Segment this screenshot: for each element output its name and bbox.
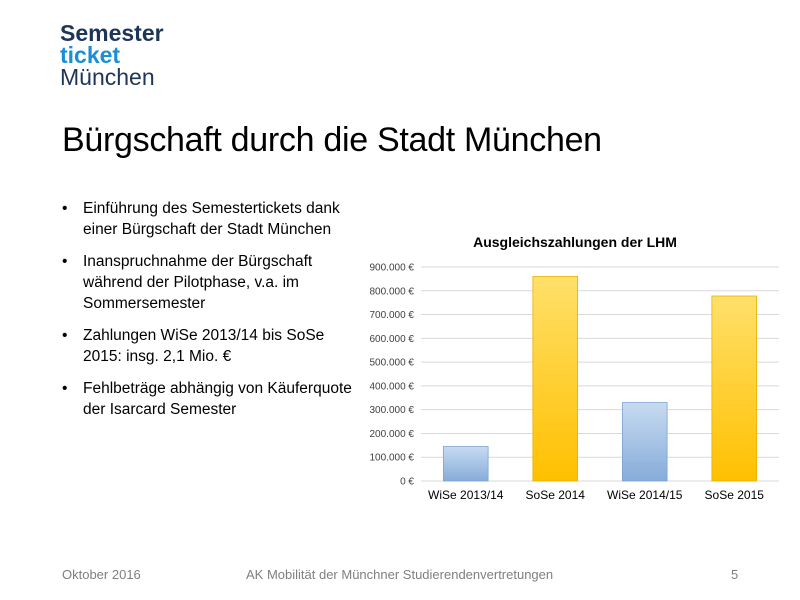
y-tick-label: 200.000 € [370,429,415,440]
bullet-dot: • [62,200,68,217]
bullet-text: Einführung des Semestertickets dank eine… [83,200,340,238]
logo-line-semester: Semester [60,20,164,46]
bullet-text: Inanspruchnahme der Bürgschaft während d… [83,253,313,312]
bullet-item: • Einführung des Semestertickets dank ei… [62,198,352,240]
bullet-text: Fehlbeträge abhängig von Käuferquote der… [83,380,352,418]
chart-title: Ausgleichszahlungen der LHM [473,234,677,250]
logo-line-city: München [60,64,155,90]
footer-date: Oktober 2016 [62,567,141,582]
x-tick-label: WiSe 2013/14 [428,488,504,502]
chart-y-axis: 0 € 100.000 € 200.000 € 300.000 € 400.000 € 5… [370,263,415,488]
payments-bar-chart: Ausgleichszahlungen der LHM 0 € 100.000 €… [370,234,779,502]
y-tick-label: 700.000 € [370,310,415,321]
semesterticket-logo: Semester ticket München [60,20,164,90]
y-tick-label: 600.000 € [370,334,415,345]
bar-wise-2013-14 [442,446,489,482]
y-tick-label: 100.000 € [370,453,415,464]
x-tick-label: WiSe 2014/15 [607,488,683,502]
bullet-dot: • [62,380,68,397]
y-tick-label: 300.000 € [370,405,415,416]
bar-sose-2015 [711,295,758,482]
footer-organization: AK Mobilität der Münchner Studierendenve… [246,567,554,582]
y-tick-label: 800.000 € [370,286,415,297]
x-tick-label: SoSe 2015 [705,488,765,502]
bullet-item: • Inanspruchnahme der Bürgschaft während… [62,251,352,314]
bullet-dot: • [62,327,68,344]
logo-line-ticket: ticket [60,42,121,68]
y-tick-label: 0 € [400,477,414,488]
y-tick-label: 900.000 € [370,263,415,274]
bullet-text: Zahlungen WiSe 2013/14 bis SoSe 2015: in… [83,327,325,365]
bar-sose-2014 [532,276,579,482]
y-tick-label: 500.000 € [370,358,415,369]
chart-x-axis: WiSe 2013/14 SoSe 2014 WiSe 2014/15 SoSe 20… [428,488,764,502]
bullet-item: • Fehlbeträge abhängig von Käuferquote d… [62,378,352,420]
bullet-item: • Zahlungen WiSe 2013/14 bis SoSe 2015: … [62,325,352,367]
bullet-dot: • [62,253,68,270]
slide-title: Bürgschaft durch die Stadt München [62,121,602,159]
chart-bars [442,276,758,482]
y-tick-label: 400.000 € [370,381,415,392]
footer-page-number: 5 [731,567,739,582]
x-tick-label: SoSe 2014 [526,488,586,502]
bullet-list: • Einführung des Semestertickets dank ei… [62,198,352,431]
bar-wise-2014-15 [621,402,668,482]
